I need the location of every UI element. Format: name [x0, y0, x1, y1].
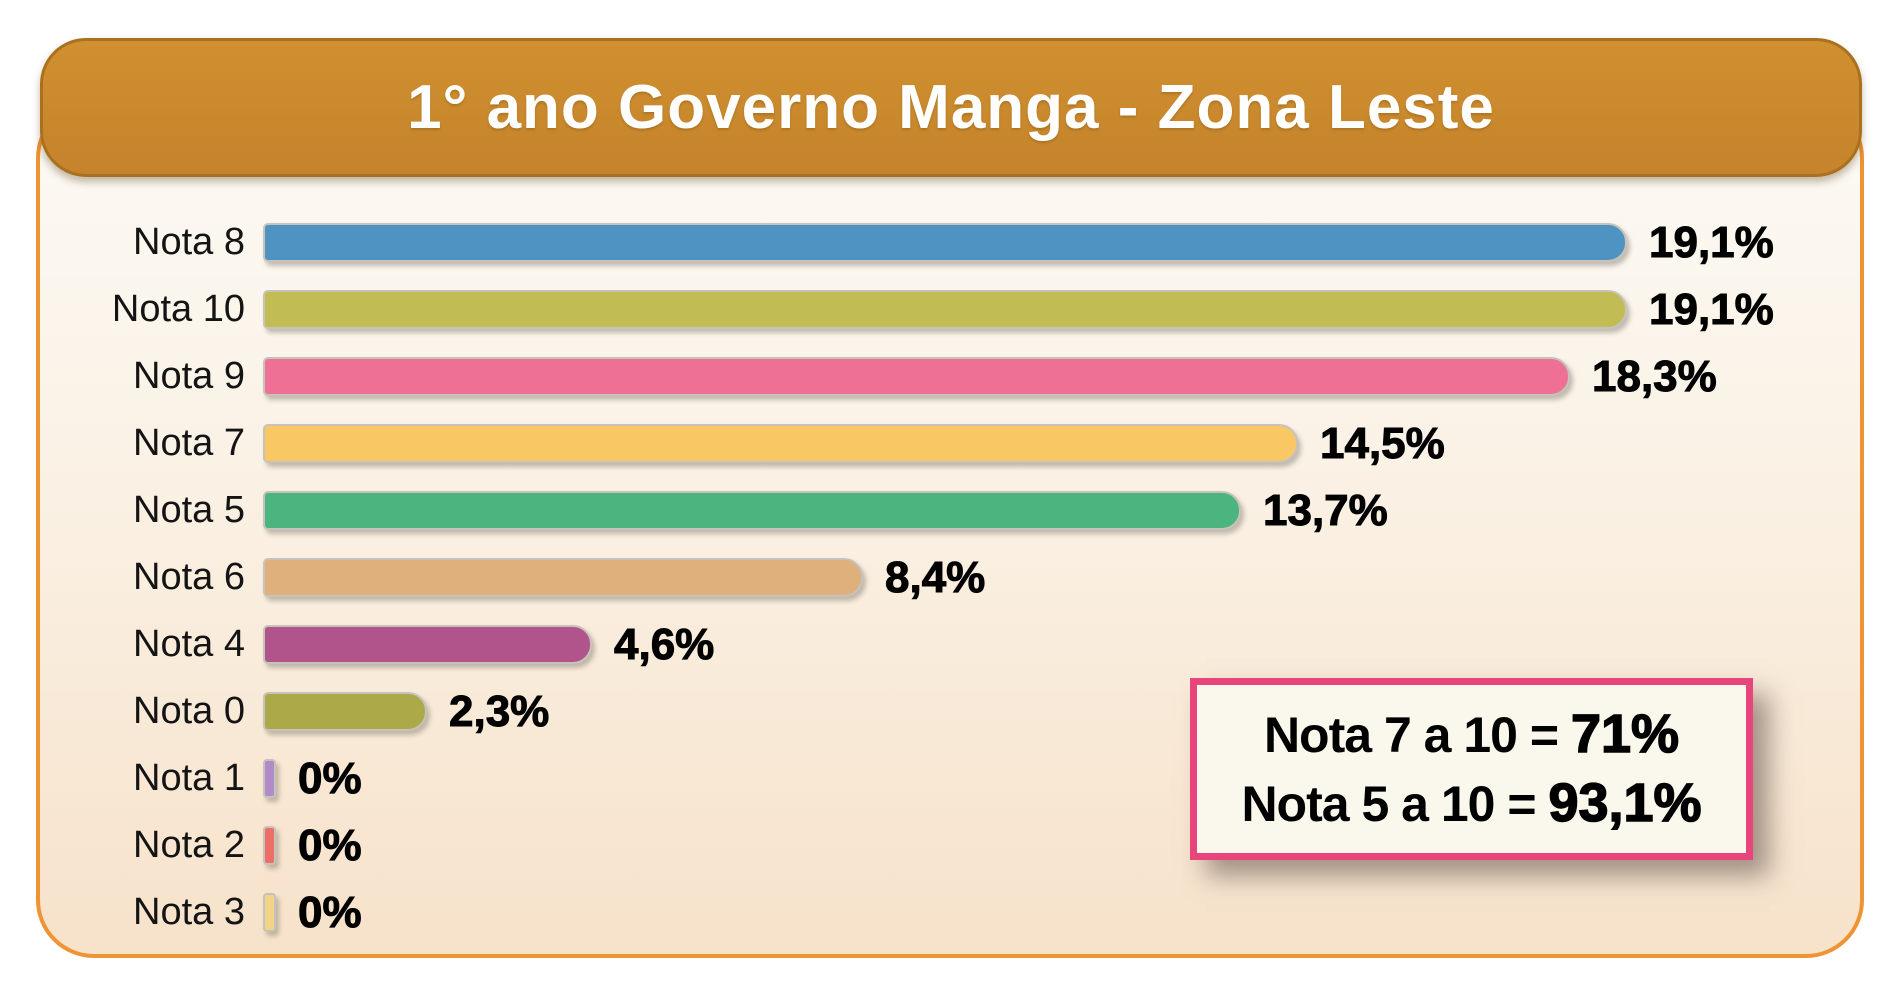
- summary-value: 93,1%: [1548, 772, 1703, 834]
- bar: [263, 558, 863, 597]
- chart-row: Nota 10 19,1%: [0, 276, 1903, 343]
- category-label: Nota 6: [133, 556, 245, 598]
- chart-title: 1° ano Governo Manga - Zona Leste: [407, 73, 1495, 142]
- chart-row: Nota 1 0%: [0, 745, 1903, 812]
- bar: [263, 290, 1627, 329]
- summary-value: 71%: [1570, 703, 1680, 765]
- bar: [263, 491, 1241, 530]
- bar: [263, 692, 427, 731]
- chart-row: Nota 0 2,3%: [0, 678, 1903, 745]
- category-label: Nota 9: [133, 355, 245, 397]
- value-label: 13,7%: [1263, 485, 1389, 535]
- value-label: 19,1%: [1649, 217, 1775, 267]
- chart-row: Nota 6 8,4%: [0, 544, 1903, 611]
- chart-row: Nota 7 14,5%: [0, 410, 1903, 477]
- category-label: Nota 0: [133, 690, 245, 732]
- chart-row: Nota 2 0%: [0, 812, 1903, 879]
- category-label: Nota 8: [133, 221, 245, 263]
- value-label: 0%: [298, 753, 363, 803]
- value-label: 8,4%: [884, 552, 986, 602]
- value-label: 0%: [298, 820, 363, 870]
- category-label: Nota 7: [133, 422, 245, 464]
- value-label: 4,6%: [613, 619, 715, 669]
- category-label: Nota 3: [133, 891, 245, 933]
- chart-row: Nota 8 19,1%: [0, 209, 1903, 276]
- bar: [263, 893, 276, 932]
- value-label: 18,3%: [1592, 351, 1718, 401]
- bar: [263, 424, 1298, 463]
- chart-row: Nota 4 4,6%: [0, 611, 1903, 678]
- chart-row: Nota 5 13,7%: [0, 477, 1903, 544]
- chart-row: Nota 3 0%: [0, 879, 1903, 946]
- category-label: Nota 1: [133, 757, 245, 799]
- summary-line-2: Nota 5 a 10 = 93,1%: [1241, 769, 1703, 838]
- summary-label: Nota 7 a 10 =: [1263, 706, 1571, 763]
- chart-row: Nota 9 18,3%: [0, 343, 1903, 410]
- category-label: Nota 10: [111, 288, 245, 330]
- value-label: 0%: [298, 887, 363, 937]
- value-label: 19,1%: [1649, 284, 1775, 334]
- title-banner: 1° ano Governo Manga - Zona Leste: [40, 38, 1862, 177]
- summary-line-1: Nota 7 a 10 = 71%: [1263, 700, 1680, 769]
- value-label: 2,3%: [448, 686, 550, 736]
- bar: [263, 759, 276, 798]
- bar: [263, 826, 276, 865]
- summary-box: Nota 7 a 10 = 71% Nota 5 a 10 = 93,1%: [1190, 678, 1753, 860]
- category-label: Nota 4: [133, 623, 245, 665]
- value-label: 14,5%: [1320, 418, 1446, 468]
- summary-label: Nota 5 a 10 =: [1241, 776, 1549, 832]
- bar-chart: Nota 8 19,1% Nota 10 19,1% Nota 9 18,3% Nota 7…: [0, 209, 1903, 946]
- category-label: Nota 2: [133, 824, 245, 866]
- bar: [263, 357, 1570, 396]
- category-label: Nota 5: [133, 489, 245, 531]
- bar: [263, 625, 592, 664]
- bar: [263, 223, 1627, 262]
